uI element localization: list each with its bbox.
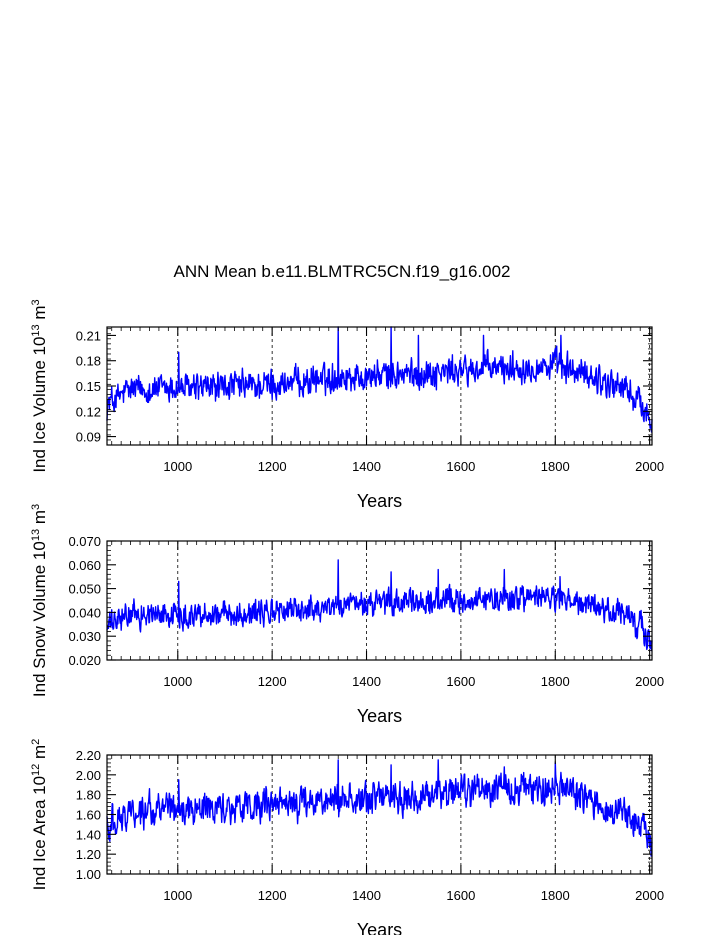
y-tick-label: 0.040 [68,605,101,620]
y-tick-label: 0.060 [68,558,101,573]
y-tick-label: 0.050 [68,582,101,597]
y-tick-label: 2.00 [76,768,101,783]
x-tick-label: 1000 [163,674,192,689]
series-line-1 [106,326,653,433]
series-line-3 [106,759,653,857]
x-axis-title: Years [357,491,402,511]
panels: 1000 1200 1400 1600 1800 2000 0.09 0.12 0.15 0.18… [30,299,664,935]
y-tick-label: 1.00 [76,867,101,882]
y-axis-title-part: m [30,745,49,764]
x-tick-label: 1200 [258,674,287,689]
x-tick-label: 1800 [541,459,570,474]
y-tick-label: 1.60 [76,808,101,823]
y-tick-label: 0.09 [76,430,101,445]
figure-title: ANN Mean b.e11.BLMTRC5CN.f19_g16.002 [173,262,510,281]
x-tick-label: 1600 [446,459,475,474]
y-axis-title: Ind Ice Area 1012 m2 [30,739,49,891]
y-axis-title-part: Ind Ice Volume 10 [30,337,49,473]
panel-2: 1000 1200 1400 1600 1800 2000 0.020 0.030 0.040 0… [30,504,664,726]
x-tick-label: 2000 [635,674,664,689]
series-line-2 [106,559,653,652]
y-tick-label: 0.12 [76,404,101,419]
panel-3: 1000 1200 1400 1600 1800 2000 1.00 1.20 1.40 1.60… [30,739,664,935]
x-axis-title: Years [357,706,402,726]
y-tick-label: 0.070 [68,534,101,549]
x-tick-label: 1200 [258,459,287,474]
x-tick-label: 1000 [163,459,192,474]
x-tick-label: 1400 [352,459,381,474]
x-tick-label: 1600 [446,674,475,689]
x-tick-label: 1200 [258,888,287,903]
y-axis-title-part: Ind Ice Area 10 [30,776,49,890]
x-tick-label: 1600 [446,888,475,903]
y-axis-title: Ind Snow Volume 1013 m3 [30,504,49,697]
plot-frame [106,540,653,661]
x-tick-label: 1800 [541,888,570,903]
y-tick-label: 2.20 [76,748,101,763]
y-axis-title-superscript: 2 [30,739,42,745]
y-axis-title-part: m [30,510,49,529]
y-axis-title-part: Ind Snow Volume 10 [30,541,49,697]
y-tick-label: 1.80 [76,788,101,803]
y-tick-label: 0.030 [68,629,101,644]
y-tick-label: 0.18 [76,354,101,369]
y-axis-title-superscript: 3 [30,299,42,305]
y-tick-label: 0.15 [76,379,101,394]
y-axis-title-superscript: 12 [30,764,42,776]
x-tick-label: 2000 [635,888,664,903]
y-tick-label: 1.20 [76,847,101,862]
x-tick-label: 1400 [352,674,381,689]
x-tick-label: 1400 [352,888,381,903]
y-tick-label: 1.40 [76,827,101,842]
y-axis-title-superscript: 13 [30,529,42,541]
y-axis-title-superscript: 3 [30,504,42,510]
x-tick-label: 2000 [635,459,664,474]
y-axis-title-superscript: 13 [30,324,42,336]
y-tick-label: 0.020 [68,653,101,668]
x-axis-title: Years [357,920,402,935]
y-axis-title-part: m [30,305,49,324]
y-axis-title: Ind Ice Volume 1013 m3 [30,299,49,472]
x-tick-label: 1800 [541,674,570,689]
panel-1: 1000 1200 1400 1600 1800 2000 0.09 0.12 0.15 0.18… [30,299,664,511]
y-tick-label: 0.21 [76,328,101,343]
x-tick-label: 1000 [163,888,192,903]
